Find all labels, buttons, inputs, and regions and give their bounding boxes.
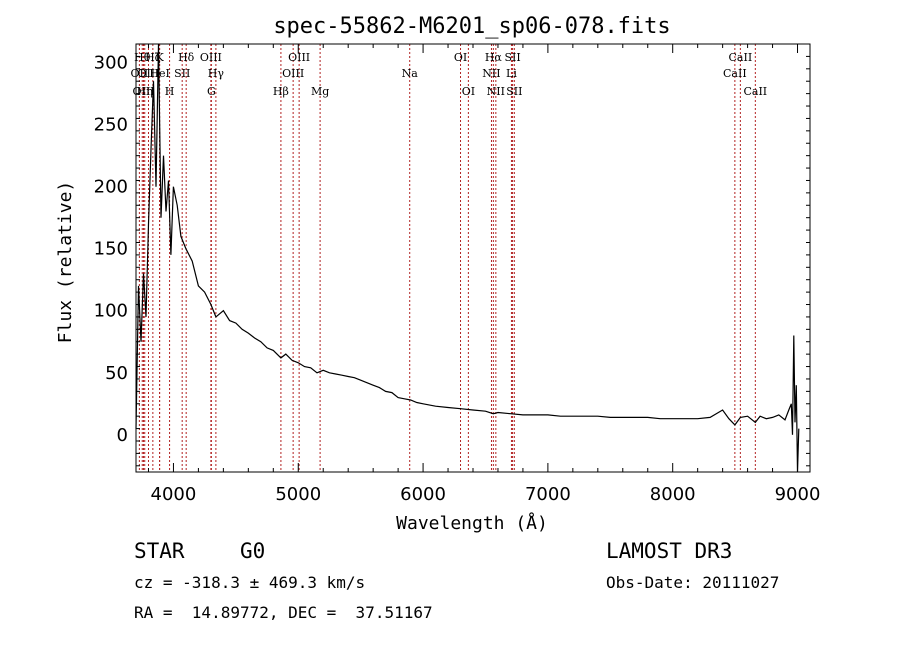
line-label: Hθ <box>134 51 151 64</box>
y-axis-label: Flux (relative) <box>55 181 76 344</box>
y-axis: 0 50 100 150 200 250 300 <box>94 53 810 467</box>
line-label: OIII <box>200 51 222 64</box>
line-label: Hα <box>485 51 503 64</box>
x-tick-label: 8000 <box>650 484 696 505</box>
line-label: OIII <box>137 67 159 80</box>
object-class: STAR <box>134 539 185 563</box>
y-tick-label: 200 <box>94 177 128 198</box>
x-tick-label: 7000 <box>525 484 571 505</box>
line-label: Mg <box>311 85 329 98</box>
y-tick-label: 300 <box>94 53 128 74</box>
line-label: CaII <box>729 51 753 64</box>
line-label: OIII <box>282 67 304 80</box>
line-label: NII <box>487 85 505 98</box>
line-label: CaII <box>743 85 767 98</box>
coordinates: RA = 14.89772, DEC = 37.51167 <box>134 603 433 622</box>
line-label: OIII <box>288 51 310 64</box>
y-tick-label: 150 <box>94 239 128 260</box>
line-label: SII <box>504 51 520 64</box>
observation-date: Obs-Date: 20111027 <box>606 573 780 592</box>
y-tick-label: 50 <box>105 363 128 384</box>
line-label: Hη <box>137 85 153 98</box>
x-tick-label: 6000 <box>400 484 446 505</box>
line-label: OII <box>131 67 149 80</box>
line-label: HeI <box>149 67 169 80</box>
x-axis: 4000 5000 6000 7000 8000 9000 <box>147 44 821 505</box>
object-subclass: G0 <box>240 539 266 563</box>
line-label: G <box>207 85 216 98</box>
line-label: Hζ <box>145 51 161 64</box>
line-label: CaII <box>723 67 747 80</box>
line-label: K <box>155 51 164 64</box>
line-label: Hγ <box>208 67 225 80</box>
line-label: OI <box>462 85 475 98</box>
spectrum-line <box>135 43 800 473</box>
line-label: SII <box>174 67 190 80</box>
survey-name: LAMOST DR3 <box>606 539 733 563</box>
y-tick-label: 0 <box>117 425 128 446</box>
line-label: H <box>165 85 175 98</box>
x-tick-label: 5000 <box>275 484 321 505</box>
y-tick-label: 250 <box>94 115 128 136</box>
line-markers <box>138 44 756 472</box>
line-label: Hδ <box>178 51 195 64</box>
line-label: SII <box>506 85 522 98</box>
line-label: Li <box>506 67 517 80</box>
line-label: NII <box>482 67 500 80</box>
y-tick-label: 100 <box>94 301 128 322</box>
line-label: OI <box>454 51 467 64</box>
chart-title: spec-55862-M6201_sp06-078.fits <box>273 14 670 39</box>
plot-frame <box>135 43 811 473</box>
x-tick-label: 9000 <box>775 484 821 505</box>
x-tick-label: 4000 <box>151 484 197 505</box>
x-axis-label: Wavelength (Å) <box>396 512 548 534</box>
line-label: OIII <box>132 85 154 98</box>
redshift-readout: cz = -318.3 ± 469.3 km/s <box>134 573 366 592</box>
line-label: Na <box>402 67 419 80</box>
line-label: Hβ <box>273 85 289 98</box>
